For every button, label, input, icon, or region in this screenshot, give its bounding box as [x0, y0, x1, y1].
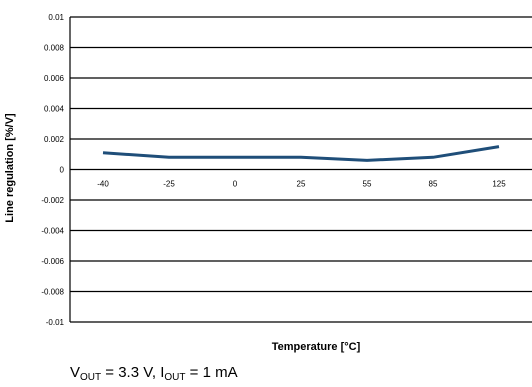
y-tick-label: 0.002 — [44, 135, 65, 144]
gridlines — [69, 16, 532, 323]
x-tick-labels: -40 -25 0 25 55 85 125 — [97, 180, 506, 189]
y-tick-label: 0.008 — [44, 44, 65, 53]
x-tick-label: 25 — [297, 180, 306, 189]
test-conditions-caption: VOUT = 3.3 V, IOUT = 1 mA — [70, 364, 238, 383]
caption-i-value: = 1 mA — [185, 364, 238, 381]
x-tick-label: -40 — [97, 180, 109, 189]
y-tick-label: -0.002 — [41, 196, 64, 205]
y-tick-label: 0.004 — [44, 105, 65, 114]
caption-v-subscript: OUT — [80, 372, 102, 383]
caption-i-subscript: OUT — [164, 372, 186, 383]
y-tick-label: 0.01 — [48, 13, 64, 22]
y-tick-label: -0.008 — [41, 288, 64, 297]
x-tick-label: 85 — [429, 180, 438, 189]
y-tick-label: 0 — [60, 166, 65, 175]
x-tick-label: 0 — [233, 180, 238, 189]
caption-v-prefix: V — [70, 364, 81, 381]
series-line — [102, 145, 500, 162]
x-tick-label: -25 — [163, 180, 175, 189]
y-tick-label: -0.004 — [41, 227, 64, 236]
y-tick-label: 0.006 — [44, 74, 65, 83]
y-tick-labels: 0.01 0.008 0.006 0.004 0.002 0 -0.002 -0.004 -0.… — [41, 13, 64, 327]
x-axis-title: Temperature [°C] — [272, 341, 361, 353]
x-tick-label: 125 — [492, 180, 506, 189]
line-regulation-chart: 0.01 0.008 0.006 0.004 0.002 0 -0.002 -0.004 -0.… — [4, 13, 532, 353]
caption-v-value: = 3.3 V, I — [101, 364, 165, 381]
series-lines — [102, 145, 500, 162]
y-tick-label: -0.01 — [46, 318, 65, 327]
y-tick-label: -0.006 — [41, 257, 64, 266]
x-tick-label: 55 — [363, 180, 372, 189]
y-axis-title: Line regulation [%/V] — [4, 113, 16, 223]
